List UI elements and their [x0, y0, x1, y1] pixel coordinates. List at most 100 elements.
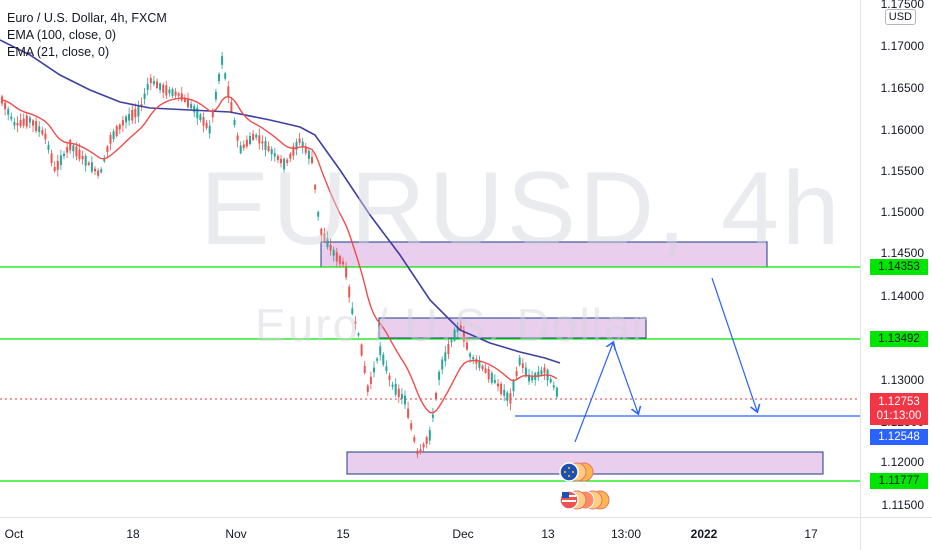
- candle-body: [555, 387, 558, 397]
- candle-body: [459, 325, 462, 330]
- candle-body: [413, 437, 416, 442]
- candle-body: [84, 155, 87, 166]
- candle-body: [190, 103, 193, 109]
- candle-body: [38, 126, 41, 133]
- candle-body: [422, 443, 425, 448]
- flag-us-icon[interactable]: [559, 490, 610, 510]
- candle-body: [94, 168, 96, 172]
- current-price-value: 1.12753: [878, 396, 920, 408]
- candle-body: [304, 146, 307, 153]
- candle-body: [286, 159, 289, 163]
- time-tick: 15: [336, 527, 350, 541]
- projection-arrow-down-long[interactable]: [711, 277, 757, 411]
- candle-body: [233, 119, 236, 126]
- candle-body: [332, 249, 335, 256]
- candle-body: [87, 162, 90, 165]
- candle-body: [7, 109, 10, 115]
- symbol-title[interactable]: Euro / U.S. Dollar, 4h, FXCM: [7, 11, 167, 25]
- bar-countdown: 01:13:00: [876, 410, 922, 422]
- candle-body: [342, 261, 344, 265]
- candle-body: [22, 118, 25, 126]
- candle-body: [515, 371, 518, 377]
- candle-body: [180, 93, 183, 101]
- candle-body: [431, 414, 434, 418]
- candle-body: [242, 144, 245, 148]
- candle-body: [103, 158, 106, 162]
- candle-body: [183, 97, 186, 102]
- candle-body: [348, 286, 351, 298]
- candle-body: [47, 144, 50, 150]
- candle-body: [528, 374, 530, 382]
- candle-body: [199, 114, 202, 121]
- time-axis[interactable]: Oct 18 Nov 15 Dec 13 13:00 2022 17: [0, 517, 862, 550]
- candle-body: [125, 116, 127, 123]
- price-axis[interactable]: 1.17500 1.17000 1.16500 1.16000 1.15500 1.150…: [860, 0, 932, 518]
- candle-body: [419, 449, 422, 453]
- candle-body: [72, 145, 75, 152]
- candle-body: [134, 108, 137, 118]
- candle-body: [435, 392, 437, 400]
- candle-body: [441, 359, 444, 370]
- resistance-zone-middle[interactable]: [378, 317, 647, 339]
- candle-body: [230, 102, 233, 112]
- candle-body: [193, 105, 196, 113]
- candle-body: [335, 252, 338, 262]
- candle-body: [66, 147, 69, 153]
- candle-body: [518, 357, 521, 365]
- time-tick: 13: [541, 527, 555, 541]
- candle-body: [109, 135, 112, 144]
- blue-level-tag: 1.12548: [870, 429, 928, 445]
- candle-body: [276, 155, 279, 161]
- candle-body: [208, 125, 211, 134]
- candle-body: [211, 110, 214, 118]
- ema-100-label[interactable]: EMA (100, close, 0): [7, 28, 117, 42]
- candle-body: [493, 380, 496, 383]
- candle-body: [224, 73, 227, 79]
- projection-arrow-up[interactable]: [574, 343, 613, 443]
- price-tick: 1.15000: [880, 205, 924, 219]
- candle-body: [537, 371, 540, 378]
- candle-body: [323, 233, 326, 242]
- currency-label[interactable]: USD: [884, 9, 916, 25]
- ema-100-line: [0, 39, 561, 364]
- candle-body: [28, 117, 31, 123]
- candle-body: [13, 122, 16, 126]
- candle-body: [425, 437, 428, 444]
- candle-body: [469, 353, 472, 357]
- candle-body: [81, 155, 84, 160]
- candle-body: [524, 367, 527, 377]
- flag-eu-icon[interactable]: [559, 462, 594, 482]
- ema-21-label[interactable]: EMA (21, close, 0): [7, 45, 110, 59]
- candle-body: [236, 135, 239, 141]
- candle-body: [106, 146, 109, 152]
- resistance-zone-upper[interactable]: [320, 241, 768, 268]
- candle-body: [385, 366, 388, 371]
- candle-body: [63, 153, 65, 157]
- candle-body: [41, 130, 44, 135]
- candle-body: [221, 56, 224, 65]
- candle-body: [171, 88, 174, 97]
- candle-body: [311, 156, 313, 164]
- candle-body: [329, 244, 332, 251]
- candle-body: [314, 184, 317, 190]
- projection-arrow-down-short[interactable]: [612, 342, 638, 413]
- price-tick: 1.17500: [880, 0, 924, 11]
- candle-body: [428, 430, 431, 441]
- candle-body: [10, 116, 13, 120]
- price-tick: 1.16500: [880, 81, 924, 95]
- ema-21-line: [1, 95, 558, 414]
- candle-body: [481, 365, 484, 370]
- price-tick: 1.14000: [880, 289, 924, 303]
- current-price-tag: 1.12753 01:13:00: [870, 393, 928, 425]
- candle-body: [118, 124, 121, 130]
- candle-body: [283, 158, 286, 170]
- candle-body: [152, 80, 155, 85]
- candle-body: [416, 450, 419, 455]
- candle-body: [239, 145, 242, 154]
- candle-body: [363, 365, 366, 373]
- candle-body: [252, 133, 255, 141]
- candle-body: [97, 170, 100, 176]
- candle-body: [121, 120, 124, 126]
- candle-body: [261, 141, 264, 144]
